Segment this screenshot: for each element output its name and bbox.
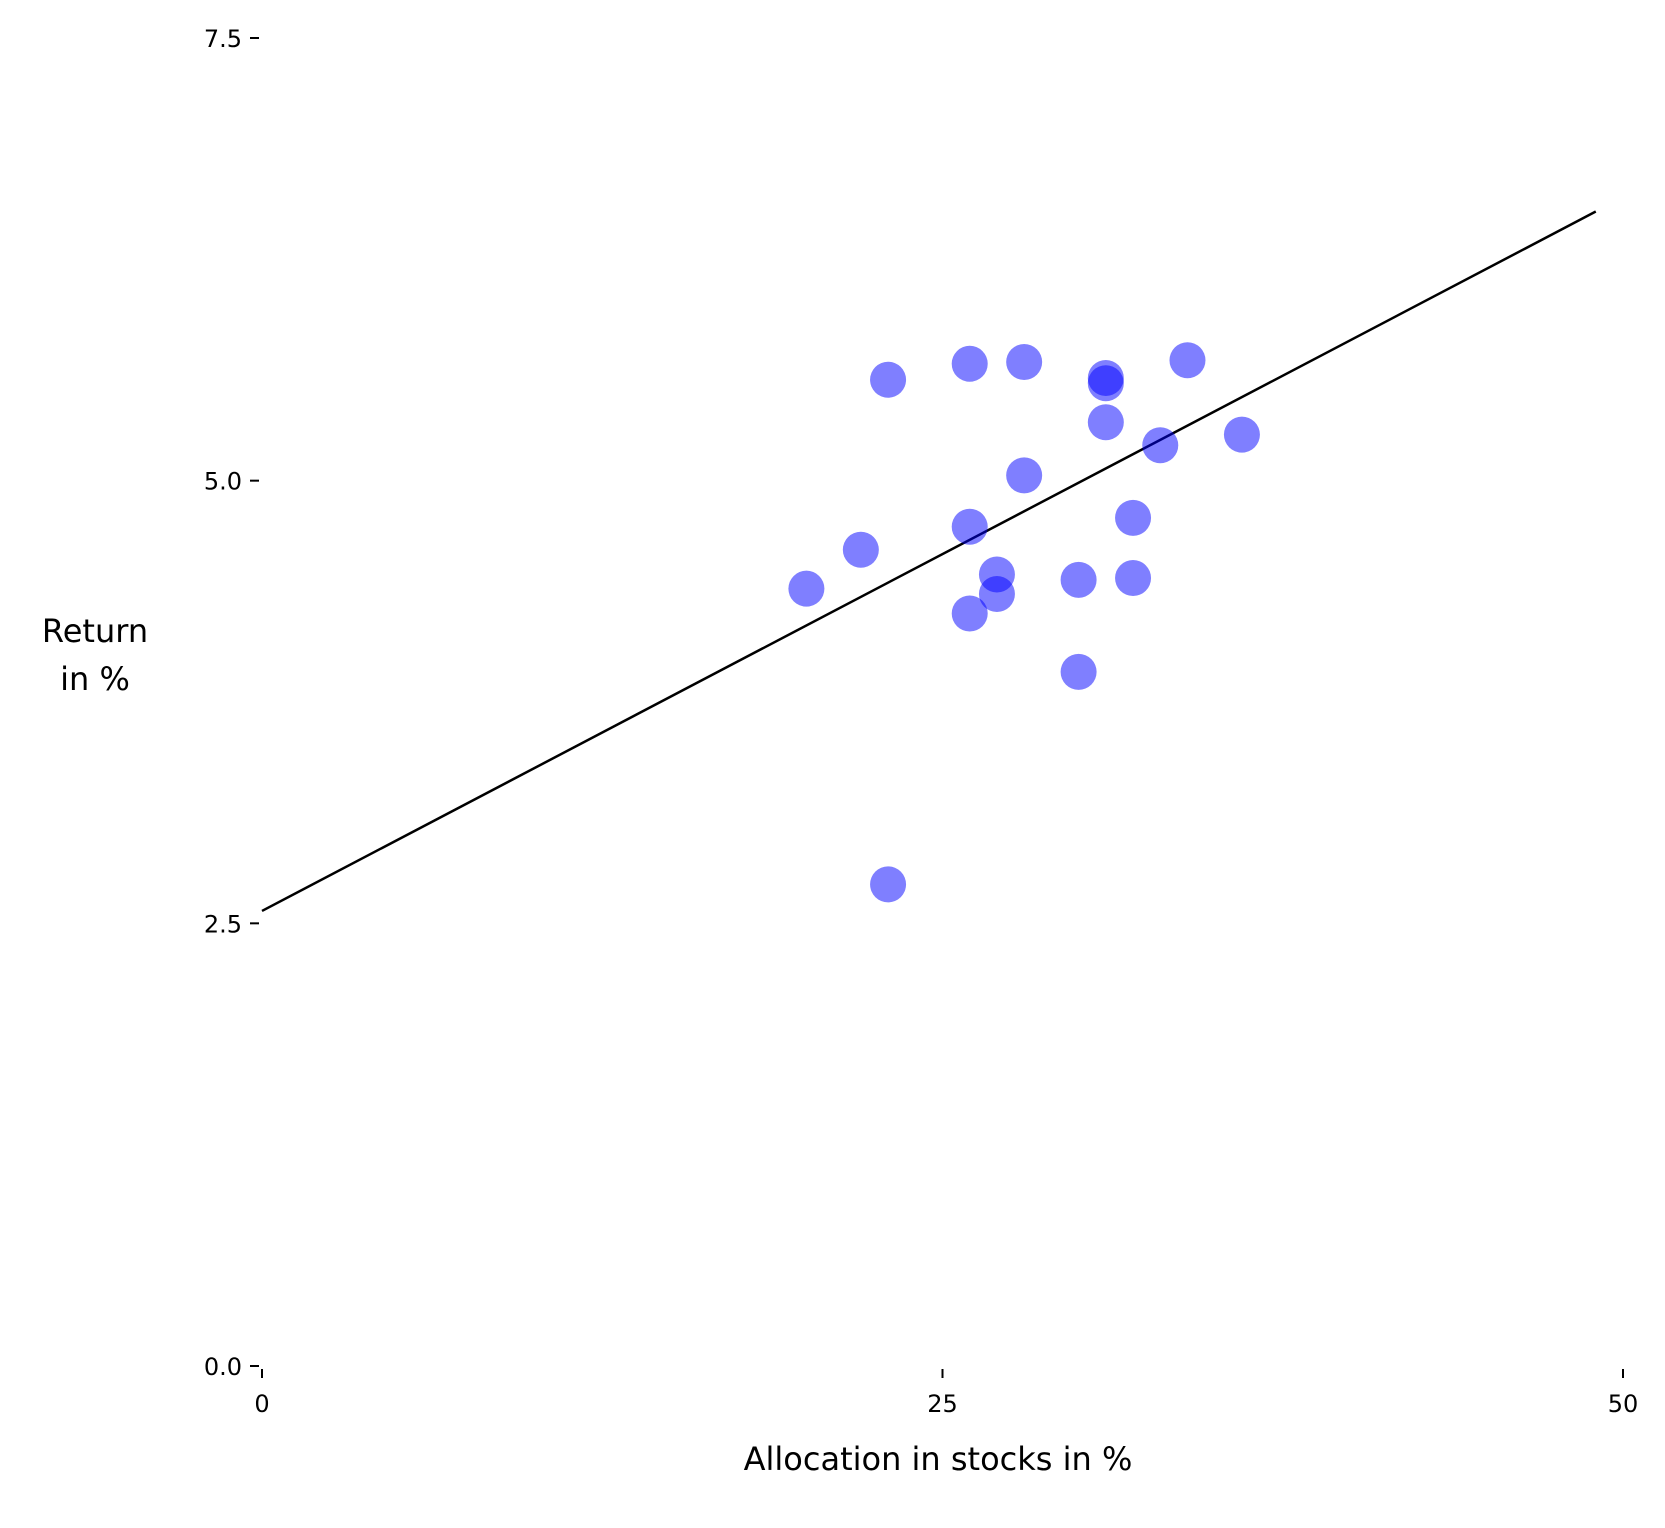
y-tick-label: 0.0 (204, 1353, 242, 1381)
data-point (1223, 416, 1260, 453)
data-point (842, 531, 879, 568)
x-tick-label: 25 (927, 1390, 958, 1418)
data-point (1006, 457, 1043, 494)
trend-line (261, 210, 1597, 913)
data-point (978, 575, 1015, 612)
x-tick-label: 0 (254, 1390, 269, 1418)
data-point (1060, 653, 1097, 690)
data-point (1087, 365, 1124, 402)
x-axis-title: Allocation in stocks in % (744, 1440, 1133, 1478)
y-tick-label: 2.5 (204, 910, 242, 938)
data-point (870, 866, 907, 903)
data-point (1115, 499, 1152, 536)
data-point (788, 570, 825, 607)
data-points (788, 342, 1260, 903)
y-tick-label: 7.5 (204, 25, 242, 53)
trend-line-layer (261, 210, 1597, 913)
y-tick-label: 5.0 (204, 468, 242, 496)
data-point (1115, 560, 1152, 597)
x-tick-label: 50 (1608, 1390, 1639, 1418)
y-axis-title-line-1: Return (42, 612, 148, 650)
data-point (1060, 561, 1097, 598)
data-point (951, 508, 988, 545)
data-point (951, 345, 988, 382)
data-point (951, 595, 988, 632)
data-point (1142, 427, 1179, 464)
data-point (870, 361, 907, 398)
data-point (1006, 344, 1043, 381)
y-axis-title-line-2: in % (60, 660, 130, 698)
data-point (1169, 342, 1206, 379)
axes: 0.0 2.5 5.0 7.5 0 25 50 (204, 25, 1638, 1418)
data-point (1087, 404, 1124, 441)
